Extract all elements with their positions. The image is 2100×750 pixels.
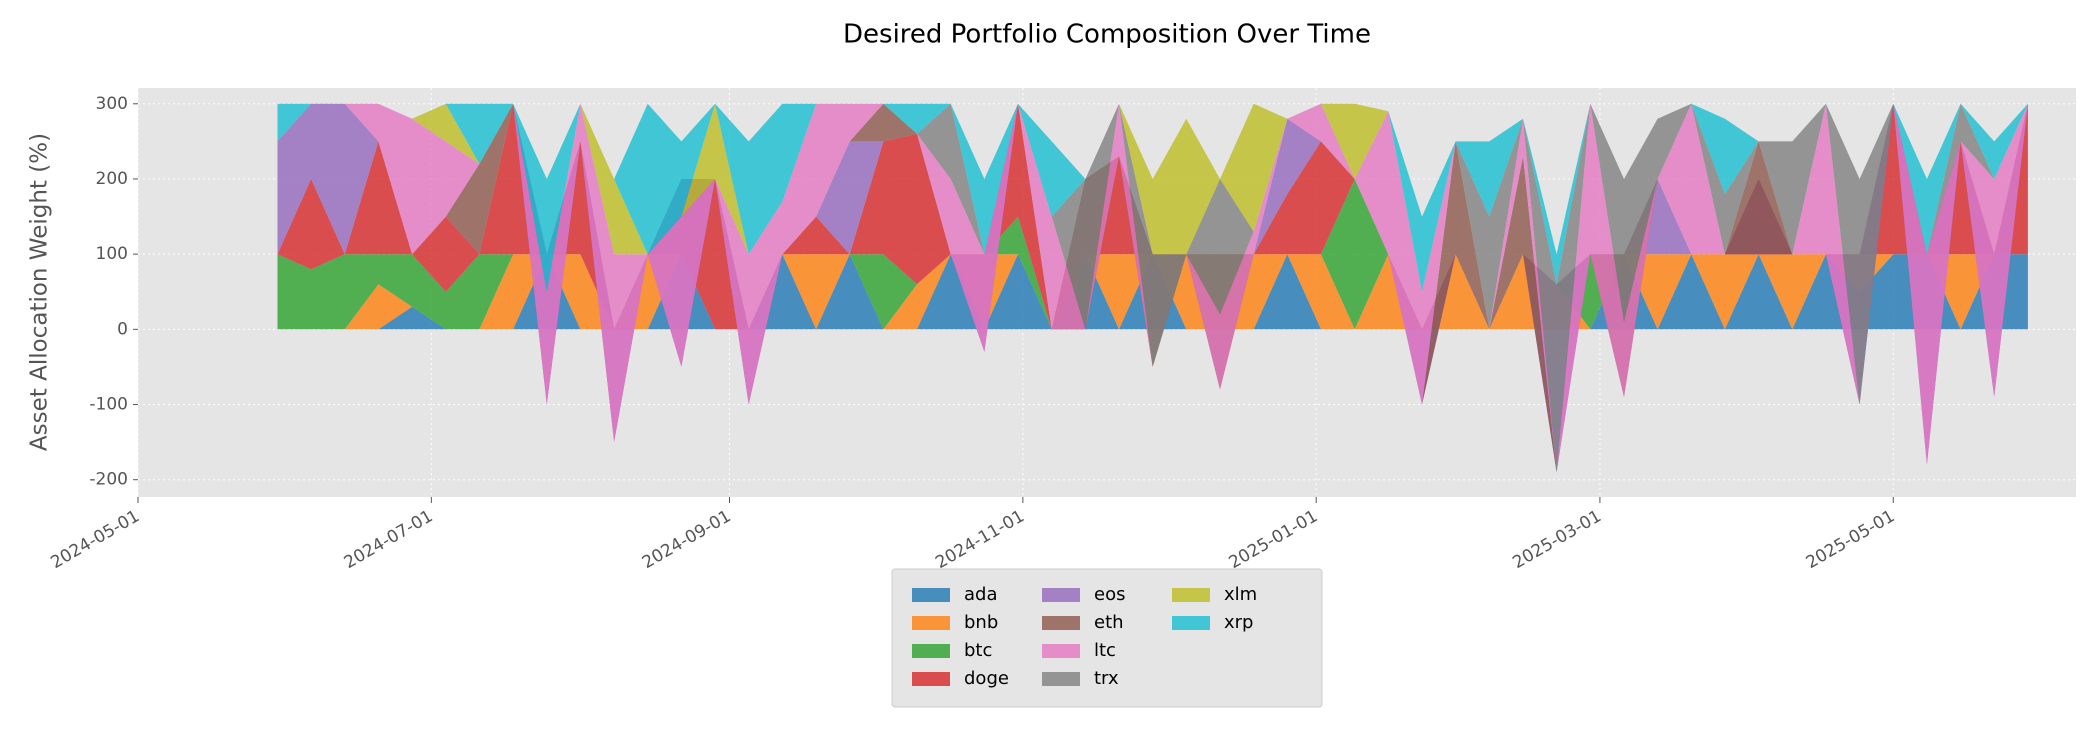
legend-label: xlm <box>1224 584 1257 605</box>
x-tick-label: 2025-01-01 <box>1226 506 1322 573</box>
legend-swatch <box>1172 616 1210 630</box>
y-axis-label: Asset Allocation Weight (%) <box>27 133 53 451</box>
legend-swatch <box>1042 616 1080 630</box>
y-tick-label: -100 <box>89 395 128 415</box>
legend-label: xrp <box>1224 612 1253 633</box>
areas <box>277 103 2028 473</box>
legend-swatch <box>912 644 950 658</box>
x-tick-label: 2024-07-01 <box>341 506 437 573</box>
legend-label: ada <box>964 584 998 605</box>
x-tick-label: 2024-05-01 <box>47 506 143 573</box>
legend-swatch <box>912 672 950 686</box>
legend-label: eth <box>1094 612 1124 633</box>
legend-label: doge <box>964 668 1009 689</box>
legend-label: eos <box>1094 584 1125 605</box>
y-tick-label: 200 <box>96 169 128 189</box>
x-tick-label: 2024-11-01 <box>932 506 1028 573</box>
legend-label: ltc <box>1094 640 1116 661</box>
y-tick-label: 100 <box>96 244 128 264</box>
area <box>277 179 2028 330</box>
x-tick-label: 2025-03-01 <box>1509 506 1605 573</box>
chart-title: Desired Portfolio Composition Over Time <box>843 20 1371 50</box>
legend-label: bnb <box>964 612 998 633</box>
legend-swatch <box>1042 644 1080 658</box>
area <box>277 103 2028 330</box>
x-tick-label: 2025-05-01 <box>1803 506 1899 573</box>
legend-box <box>891 568 1323 708</box>
legend-swatch <box>1172 588 1210 602</box>
y-tick-label: -200 <box>89 470 128 490</box>
legend-label: trx <box>1094 668 1119 689</box>
y-tick-label: 300 <box>96 94 128 114</box>
legend-swatch <box>912 616 950 630</box>
y-tick-label: 0 <box>117 319 128 339</box>
area <box>277 103 2028 292</box>
legend-swatch <box>912 588 950 602</box>
area <box>277 103 2028 473</box>
area <box>277 103 2028 473</box>
legend-swatch <box>1042 672 1080 686</box>
area <box>277 103 2028 292</box>
legend-label: btc <box>964 640 992 661</box>
x-tick-label: 2024-09-01 <box>639 506 735 573</box>
legend-swatch <box>1042 588 1080 602</box>
